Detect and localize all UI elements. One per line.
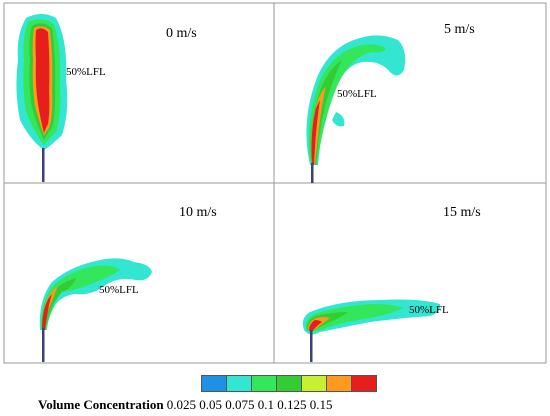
color-bar-swatch — [202, 376, 227, 391]
plume-10ms — [39, 258, 152, 362]
color-bar-swatch — [302, 376, 327, 391]
plume-5ms — [306, 35, 406, 183]
panel-15-lfl-label: 50%LFL — [409, 304, 449, 316]
legend-ticks: 0.025 0.05 0.075 0.1 0.125 0.15 — [166, 397, 333, 412]
panel-15-frame — [273, 182, 547, 364]
legend-caption: Volume Concentration 0.025 0.05 0.075 0.… — [38, 397, 333, 413]
concentration-color-bar — [201, 375, 377, 392]
color-bar-swatch — [277, 376, 302, 391]
color-bar-swatch — [252, 376, 277, 391]
color-bar-swatch — [352, 376, 376, 391]
plume-0ms — [16, 14, 68, 182]
panel-5-lfl-label: 50%LFL — [337, 88, 377, 100]
legend-title: Volume Concentration — [38, 397, 164, 412]
panel-5-speed-label: 5 m/s — [444, 22, 475, 37]
panel-15-speed-label: 15 m/s — [443, 205, 481, 220]
color-bar-swatch — [227, 376, 252, 391]
panel-0-lfl-label: 50%LFL — [66, 66, 106, 78]
panel-10-speed-label: 10 m/s — [179, 205, 217, 220]
panel-10-lfl-label: 50%LFL — [99, 284, 139, 296]
color-bar-swatch — [327, 376, 352, 391]
plume-15ms — [302, 299, 441, 362]
panel-0-speed-label: 0 m/s — [166, 26, 197, 41]
